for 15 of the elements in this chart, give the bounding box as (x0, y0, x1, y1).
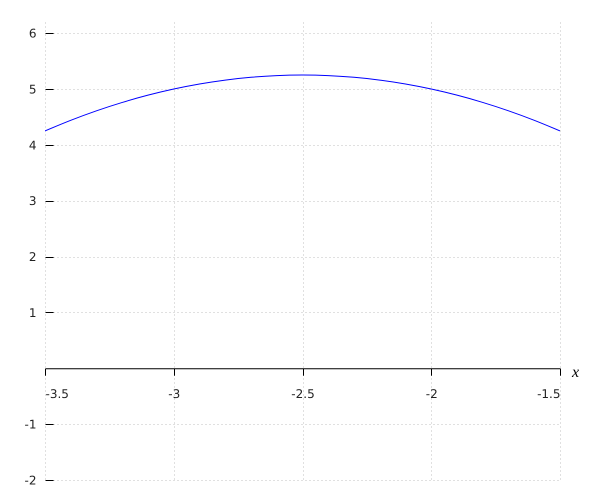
y-tick-label: 3 (28, 194, 36, 208)
y-tick-label: 2 (28, 250, 36, 264)
y-tick-label: 6 (28, 26, 36, 41)
x-tick-label: -3 (168, 386, 180, 401)
y-tick-label: 4 (28, 138, 36, 152)
y-tick-label: -1 (24, 418, 36, 432)
line-series (45, 74, 560, 132)
x-tick-label: -2.5 (291, 386, 315, 401)
x-tick-label: -2 (426, 386, 438, 401)
y-tick-label: 5 (28, 82, 36, 97)
x-tick-label: -1.5 (537, 386, 560, 401)
y-tick-label: -2 (24, 474, 36, 488)
y-tick-label: 1 (28, 306, 36, 320)
x-tick-label: -3.5 (46, 386, 69, 401)
x-axis-title: x (570, 364, 580, 381)
